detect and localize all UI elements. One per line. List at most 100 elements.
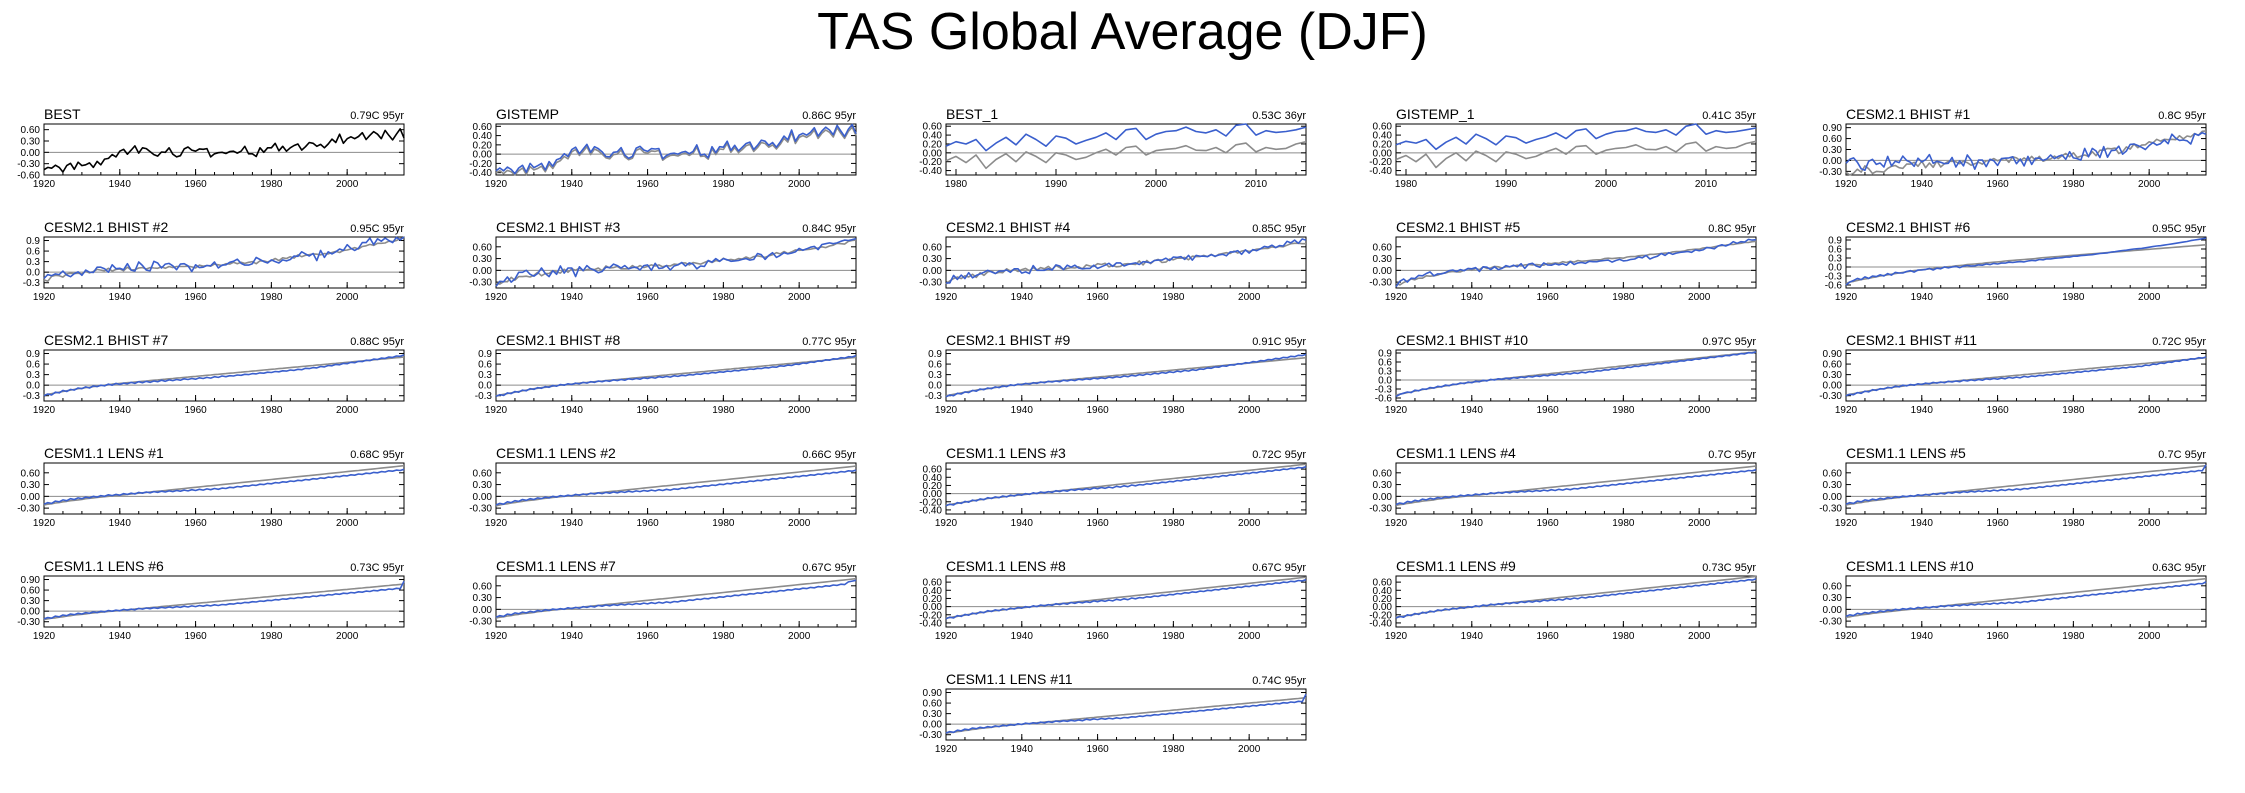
y-tick-label: 0.60	[923, 242, 943, 253]
panel-frame	[43, 236, 405, 289]
x-tick-label: 1980	[260, 518, 283, 529]
x-tick-label: 1960	[1086, 292, 1109, 303]
x-tick-label: 1960	[1086, 518, 1109, 529]
x-tick-label: 1940	[109, 405, 132, 416]
y-tick-label: -0.20	[919, 157, 942, 168]
y-tick-label: 0.60	[1373, 578, 1393, 589]
panel-title: CESM1.1 LENS #5	[1846, 445, 1966, 461]
panel: 0.600.300.00-0.30 1920 1940 1960 1980 2000 CES…	[469, 558, 857, 642]
y-tick-label: 0.00	[923, 489, 943, 500]
y-tick-label: 0.20	[923, 594, 943, 605]
panel-title: CESM1.1 LENS #7	[496, 558, 616, 574]
panel: 0.600.400.200.00-0.20-0.40 1920 1940 1960 19…	[919, 445, 1307, 529]
x-tick-label: 1980	[712, 405, 735, 416]
y-tick-label: 0.00	[1373, 148, 1393, 159]
panel-title: CESM2.1 BHIST #6	[1846, 219, 1970, 235]
y-tick-label: 0.30	[1823, 480, 1843, 491]
y-tick-label: -0.3	[23, 278, 41, 289]
x-tick-label: 1940	[1461, 518, 1484, 529]
panel-title: BEST_1	[946, 106, 998, 122]
x-tick-label: 2000	[788, 518, 811, 529]
x-tick-label: 2000	[2138, 292, 2161, 303]
x-tick-label: 1920	[1835, 179, 1858, 190]
x-tick-label: 1980	[1162, 292, 1185, 303]
x-tick-label: 1920	[1385, 518, 1408, 529]
panel-frame	[1395, 462, 1757, 515]
x-tick-label: 1940	[1461, 292, 1484, 303]
x-tick-label: 1960	[1536, 292, 1559, 303]
y-tick-label: 0.00	[1373, 602, 1393, 613]
y-tick-label: 0.00	[1373, 266, 1393, 277]
y-tick-label: 0.00	[21, 607, 41, 618]
panel-frame	[1395, 349, 1757, 402]
series-line-primary	[1395, 123, 1757, 151]
trend-annotation: 0.67C 95yr	[1252, 562, 1306, 574]
series-line-primary	[1845, 581, 2207, 618]
x-tick-label: 2000	[1595, 179, 1618, 190]
x-tick-label: 1960	[184, 405, 207, 416]
x-tick-label: 1960	[1536, 518, 1559, 529]
x-tick-label: 1940	[1911, 518, 1934, 529]
y-tick-label: 0.3	[26, 257, 40, 268]
y-tick-label: 0.60	[21, 125, 41, 136]
y-tick-label: 0.60	[473, 468, 493, 479]
x-tick-label: 1940	[1011, 518, 1034, 529]
trend-annotation: 0.67C 95yr	[802, 562, 856, 574]
y-tick-label: 0.00	[923, 602, 943, 613]
y-tick-label: 0.20	[1373, 139, 1393, 150]
trend-annotation: 0.73C 95yr	[350, 562, 404, 574]
y-tick-label: -0.20	[1369, 610, 1392, 621]
y-tick-label: 0.6	[1378, 358, 1392, 369]
panel-frame	[43, 349, 405, 402]
trend-annotation: 0.8C 95yr	[1708, 223, 1756, 235]
x-tick-label: 1920	[33, 405, 56, 416]
panel: 0.90.60.30.0-0.3 1920 1940 1960 1980 2000 CESM…	[475, 332, 857, 416]
panel-frame	[43, 575, 405, 628]
y-tick-label: 0.60	[473, 242, 493, 253]
x-tick-label: 1980	[260, 631, 283, 642]
panel-title: GISTEMP_1	[1396, 106, 1475, 122]
x-tick-label: 1980	[1612, 292, 1635, 303]
x-tick-label: 1920	[1835, 631, 1858, 642]
y-tick-label: 0.40	[923, 131, 943, 142]
series-line-reference	[945, 697, 1307, 735]
y-tick-label: -0.30	[1819, 391, 1842, 402]
panel-title: CESM2.1 BHIST #1	[1846, 106, 1970, 122]
y-tick-label: 0.0	[1378, 376, 1392, 387]
y-tick-label: 0.30	[1373, 480, 1393, 491]
trend-annotation: 0.8C 95yr	[2158, 110, 2206, 122]
x-tick-label: 1960	[1086, 744, 1109, 755]
x-tick-label: 1940	[561, 631, 584, 642]
x-tick-label: 1960	[1986, 292, 2009, 303]
x-tick-label: 1920	[485, 631, 508, 642]
series-line-primary	[945, 353, 1307, 398]
x-tick-label: 1980	[2062, 518, 2085, 529]
panel-frame	[945, 123, 1307, 176]
x-tick-label: 1940	[561, 179, 584, 190]
x-tick-label: 1980	[260, 292, 283, 303]
x-tick-label: 1980	[712, 292, 735, 303]
y-tick-label: -0.40	[1369, 166, 1392, 177]
panel-frame	[945, 236, 1307, 289]
y-tick-label: -0.30	[469, 617, 492, 628]
trend-annotation: 0.97C 95yr	[1702, 336, 1756, 348]
trend-annotation: 0.41C 35yr	[1702, 110, 1756, 122]
y-tick-label: -0.6	[1375, 394, 1393, 405]
x-tick-label: 1920	[485, 292, 508, 303]
trend-annotation: 0.7C 95yr	[1708, 449, 1756, 461]
x-tick-label: 1940	[109, 292, 132, 303]
y-tick-label: -0.30	[919, 278, 942, 289]
y-tick-label: 0.30	[21, 137, 41, 148]
y-tick-label: 0.00	[473, 492, 493, 503]
y-tick-label: 0.60	[21, 586, 41, 597]
trend-annotation: 0.68C 95yr	[350, 449, 404, 461]
y-tick-label: 0.40	[1373, 131, 1393, 142]
x-tick-label: 1920	[935, 292, 958, 303]
x-tick-label: 1960	[1986, 518, 2009, 529]
y-tick-label: -0.30	[469, 504, 492, 515]
x-tick-label: 1960	[636, 518, 659, 529]
x-tick-label: 1960	[184, 518, 207, 529]
x-tick-label: 1920	[935, 518, 958, 529]
y-tick-label: 0.9	[478, 349, 492, 360]
